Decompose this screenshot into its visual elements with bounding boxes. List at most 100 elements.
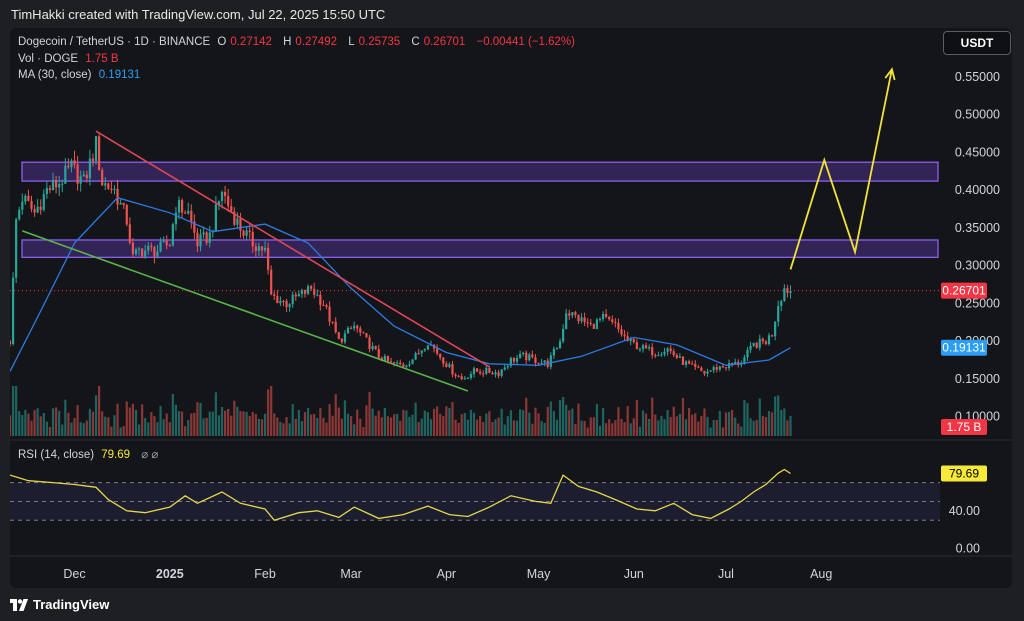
volume-bar [635, 399, 638, 436]
volume-bar [36, 408, 39, 436]
candle-body [620, 329, 623, 335]
candle-body [718, 366, 721, 370]
volume-bar [377, 410, 380, 436]
candle-body [417, 353, 420, 355]
candle-body [648, 347, 651, 349]
candle-body [141, 248, 144, 257]
volume-bar [601, 407, 605, 436]
candle-body [503, 367, 506, 370]
candle-body [614, 321, 617, 324]
volume-bar [196, 402, 199, 436]
candle-body [565, 313, 568, 329]
candle-body [325, 305, 328, 307]
volume-bar [758, 398, 761, 436]
candle-body [125, 205, 128, 225]
volume-bar [500, 408, 503, 436]
candle-body [303, 289, 307, 294]
candle-body [466, 377, 469, 379]
candle-body [721, 366, 725, 368]
candle-body [217, 200, 221, 205]
candle-body [300, 289, 304, 294]
candle-body [734, 361, 737, 365]
candle-body [475, 368, 479, 372]
candle-body [79, 176, 82, 184]
volume-bar [669, 416, 672, 436]
candle-body [657, 355, 660, 357]
volume-bar [623, 422, 626, 436]
volume-bar [442, 416, 445, 436]
volume-bar [509, 410, 512, 436]
candle-body [322, 304, 325, 306]
tradingview-logo-icon [10, 598, 28, 611]
symbol-title[interactable]: Dogecoin / TetherUS · 1D · BINANCE [18, 36, 211, 48]
volume-bar [417, 422, 420, 436]
volume-bar [555, 419, 559, 436]
volume-bar [423, 410, 426, 436]
volume-bar [727, 411, 731, 436]
rsi-label[interactable]: RSI (14, close) [18, 449, 95, 461]
candle-body [267, 247, 270, 270]
volume-bar [322, 417, 325, 436]
candle-body [242, 230, 245, 236]
candle-body [605, 313, 608, 317]
high-value: 0.27492 [295, 36, 337, 48]
volume-bar [549, 401, 552, 436]
volume-bar [534, 407, 537, 436]
author-credit: TimHakki created with TradingView.com, J… [11, 7, 386, 22]
candle-body [334, 321, 337, 333]
candle-body [617, 323, 620, 330]
tradingview-logo[interactable]: TradingView [10, 597, 109, 612]
candle-body [36, 206, 39, 213]
volume-bar [589, 417, 592, 436]
volume-bar [107, 417, 110, 436]
candle-body [331, 321, 334, 323]
candle-body [386, 356, 390, 362]
volume-bar [122, 426, 125, 436]
candle-body [518, 354, 522, 358]
candle-body [402, 364, 405, 367]
volume-legend: Vol · DOGE 1.75 B [18, 53, 123, 65]
volume-bar [346, 413, 350, 436]
candle-body [368, 337, 371, 350]
volume-bar [700, 415, 703, 436]
candle-body [73, 160, 76, 165]
volume-bar [614, 420, 617, 436]
candle-body [654, 355, 657, 357]
candle-body [245, 230, 248, 236]
volume-bar [94, 395, 98, 436]
volume-bar [254, 414, 257, 436]
candle-body [687, 361, 691, 364]
candle-body [353, 325, 356, 329]
volume-bar [177, 411, 181, 436]
candle-body [54, 179, 58, 188]
volume-bar [393, 414, 396, 436]
candle-body [460, 376, 463, 380]
low-value: 0.25735 [358, 36, 401, 48]
last-price-tag-bg [941, 282, 987, 299]
volume-bar [205, 417, 208, 436]
candle-body [24, 195, 27, 202]
candle-body [82, 174, 85, 177]
volume-bar [420, 418, 423, 436]
candle-body [15, 219, 18, 278]
volume-bar [328, 404, 331, 436]
volume-label[interactable]: Vol · DOGE [18, 53, 79, 65]
rsi-settings-icon[interactable]: ⌀ ⌀ [141, 449, 159, 461]
volume-bar [217, 415, 221, 436]
price-chart[interactable]: 0.55000 0.50000 0.45000 0.40000 0.35000 0.300… [10, 28, 1012, 588]
candle-body [110, 188, 113, 190]
volume-bar [737, 423, 740, 436]
volume-bar [528, 412, 531, 436]
candle-body [752, 342, 755, 346]
volume-bar [159, 406, 162, 436]
volume-bar [313, 413, 316, 436]
volume-bar [211, 411, 214, 436]
volume-bar [383, 407, 386, 436]
volume-bar [414, 402, 417, 436]
currency-button[interactable]: USDT [943, 31, 1011, 55]
volume-bar [515, 420, 519, 436]
candle-body [675, 355, 678, 358]
candle-body [343, 333, 347, 343]
ma-label[interactable]: MA (30, close) [18, 69, 92, 81]
volume-bar [297, 409, 300, 436]
